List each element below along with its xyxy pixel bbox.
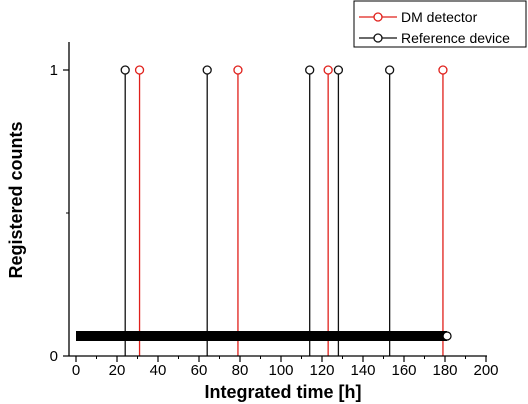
legend-label-reference-device: Reference device bbox=[401, 30, 510, 46]
dm-detector-marker bbox=[438, 65, 448, 75]
x-tick-label: 180 bbox=[432, 362, 457, 379]
dm-detector-marker bbox=[233, 65, 243, 75]
dm-detector-marker bbox=[134, 65, 145, 75]
plot-area bbox=[76, 65, 452, 356]
x-tick-label: 120 bbox=[309, 362, 334, 379]
legend-marker-reference-device bbox=[373, 33, 383, 43]
legend: DM detector Reference device bbox=[353, 0, 527, 48]
y-tick-label: 1 bbox=[50, 62, 58, 79]
x-axis-ticks: 0 20 40 60 80 100 120 140 160 180 200 bbox=[72, 356, 499, 379]
baseline-band bbox=[76, 331, 448, 341]
legend-marker-dm-detector bbox=[373, 12, 383, 22]
x-tick-label: 60 bbox=[191, 362, 208, 379]
x-tick-label: 200 bbox=[473, 362, 498, 379]
reference-device-marker bbox=[305, 65, 315, 75]
x-axis-title: Integrated time [h] bbox=[204, 382, 361, 402]
reference-device-marker bbox=[333, 65, 344, 75]
reference-device-marker bbox=[202, 65, 212, 75]
legend-entry-reference-device: Reference device bbox=[359, 30, 510, 46]
x-tick-label: 140 bbox=[350, 362, 375, 379]
x-tick-label: 40 bbox=[150, 362, 167, 379]
reference-device-marker bbox=[120, 65, 130, 75]
x-tick-label: 80 bbox=[232, 362, 249, 379]
legend-label-dm-detector: DM detector bbox=[401, 9, 478, 25]
x-tick-label: 160 bbox=[391, 362, 416, 379]
dm-detector-marker bbox=[323, 65, 333, 75]
y-axis-title: Registered counts bbox=[6, 121, 26, 278]
baseline-band-end-marker bbox=[442, 331, 452, 341]
y-tick-label: 0 bbox=[50, 348, 58, 365]
x-tick-label: 0 bbox=[72, 362, 80, 379]
legend-entry-dm-detector: DM detector bbox=[359, 9, 478, 25]
reference-device-marker bbox=[384, 65, 395, 75]
x-tick-label: 20 bbox=[109, 362, 126, 379]
x-tick-label: 100 bbox=[268, 362, 293, 379]
y-axis-ticks: 01 bbox=[50, 62, 69, 365]
legend-box bbox=[353, 0, 527, 48]
